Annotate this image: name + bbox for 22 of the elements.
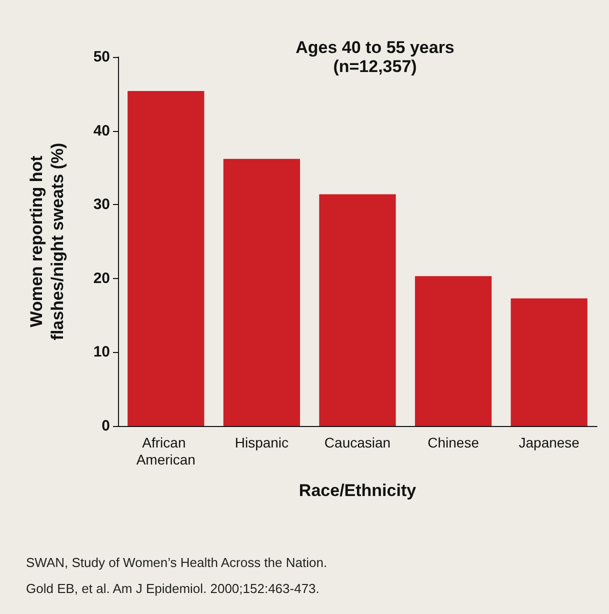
bar xyxy=(510,298,588,426)
x-tick-label: Chinese xyxy=(428,434,480,450)
bar xyxy=(128,90,204,426)
text: Gold EB, et al. Am J Epidemiol. 2000;152:463-473. xyxy=(26,581,320,596)
x-tick-label: Caucasian xyxy=(324,434,391,450)
bar xyxy=(223,158,300,426)
chart-subtitle: (n=12,357) xyxy=(333,57,417,76)
chart-title: Ages 40 to 55 years xyxy=(296,38,454,57)
y-tick-label: 10 xyxy=(93,344,110,361)
y-axis-title: Women reporting hot flashes/night sweats (%) xyxy=(27,142,67,340)
y-tick-label: 40 xyxy=(93,122,110,140)
y-tick-label: 0 xyxy=(102,418,110,434)
x-axis-title: Race/Ethnicity xyxy=(298,481,417,500)
bar xyxy=(319,194,396,426)
x-tick-label: Hispanic xyxy=(234,434,289,450)
x-tick-label: African American xyxy=(136,434,196,468)
bar xyxy=(414,276,492,426)
text: SWAN, Study of Women’s Health Across the Nation. xyxy=(26,555,328,570)
x-tick-label: Japanese xyxy=(518,434,580,450)
y-tick-label: 50 xyxy=(93,48,110,66)
y-tick-label: 30 xyxy=(93,196,110,214)
y-tick-label: 20 xyxy=(93,270,110,287)
